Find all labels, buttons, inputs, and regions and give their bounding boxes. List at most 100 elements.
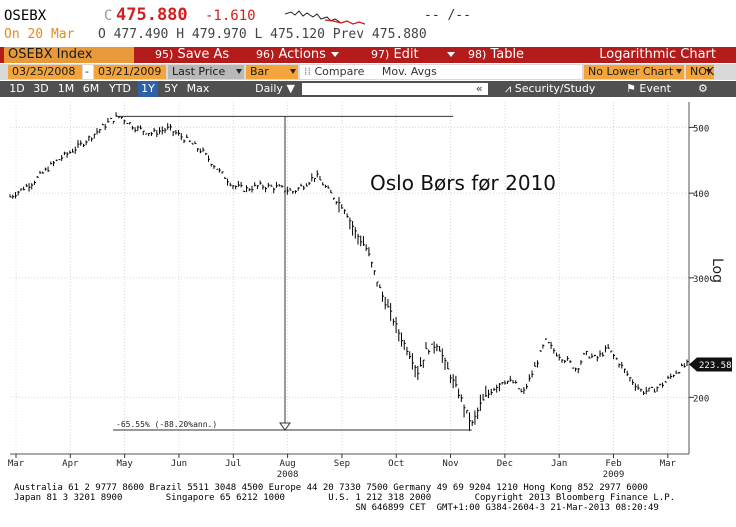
lower-chart-select[interactable]: No Lower Chart [584, 65, 684, 79]
x-tick-label: Mar [660, 459, 677, 469]
end-date-field[interactable]: 03/21/2009 [94, 65, 166, 79]
period-5y[interactable]: 5Y [164, 82, 178, 95]
table-button[interactable]: 98) Table [468, 47, 524, 63]
chart-style-select[interactable]: Bar [246, 65, 298, 79]
mov-avgs-label[interactable]: Mov. Avgs [381, 65, 437, 78]
last-price-label: 223.581 [699, 361, 736, 371]
quote-detail-row: On 20 Mar O 477.490 H 479.970 L 475.120 … [4, 27, 427, 42]
security-field[interactable]: OSEBX Index [4, 47, 134, 63]
caret-down-icon [706, 69, 712, 74]
gear-icon: ⚙ [698, 82, 708, 95]
chart-line-icon: ⩘ [505, 82, 512, 95]
currency-label: NOK [690, 65, 715, 78]
actions-number: 96) [256, 48, 275, 61]
intraday-sparkline-icon [285, 10, 365, 25]
prev-close: Prev 475.880 [332, 27, 427, 42]
price-field-label: Last Price [172, 65, 226, 78]
frequency-label: Daily [255, 82, 283, 95]
chart-annotation: Oslo Børs før 2010 [370, 171, 556, 195]
triangle-down-icon: ▼ [286, 82, 295, 95]
frequency-select[interactable]: Daily ▼ [250, 81, 300, 97]
caret-down-icon [676, 69, 682, 74]
event-label: Event [639, 82, 671, 95]
footer-line-3: SN 646899 CET GMT+1:00 G384-2604-3 21-Ma… [14, 503, 659, 513]
y-tick-label: 300 [693, 275, 709, 285]
caret-down-icon [290, 69, 296, 74]
quote-header: OSEBX C 475.880 -1.610 -- /-- On 20 Mar … [0, 0, 736, 44]
x-tick-label: May [117, 459, 134, 469]
period-bar: 1D 3D 1M 6M YTD 1Y 5Y Max Daily ▼ « ⩘ Security/… [0, 81, 736, 97]
period-1d[interactable]: 1D [9, 82, 25, 95]
save-as-button[interactable]: 95) Save As [155, 47, 229, 63]
last-price-tag [689, 357, 732, 372]
table-label: Table [490, 47, 525, 62]
bid-ask: -- /-- [424, 8, 471, 23]
date-separator: - [83, 65, 93, 79]
low-price: L 475.120 [254, 27, 325, 42]
flag-icon: ⚑ [626, 82, 636, 95]
period-1m[interactable]: 1M [57, 82, 75, 95]
function-toolbar: OSEBX Index 95) Save As 96) Actions 97) … [0, 47, 736, 63]
footer-disclaimer: Australia 61 2 9777 8600 Brazil 5511 304… [14, 483, 675, 513]
lower-chart-label: No Lower Chart [588, 65, 674, 78]
footer-line-1: Australia 61 2 9777 8600 Brazil 5511 304… [14, 483, 648, 493]
compare-icon: ⁞⁞ [304, 65, 311, 78]
save-as-label: Save As [177, 47, 230, 62]
start-date-field[interactable]: 03/25/2008 [8, 65, 82, 79]
table-number: 98) [468, 48, 487, 61]
footer-line-2: Japan 81 3 3201 8900 Singapore 65 6212 1… [14, 493, 676, 503]
chart-options-row: 03/25/2008 - 03/21/2009 Last Price Bar ⁞… [0, 64, 736, 80]
price-field-select[interactable]: Last Price [168, 65, 244, 79]
caret-down-icon [236, 69, 242, 74]
compare-field[interactable]: ⁞⁞ Compare Mov. Avgs [300, 65, 582, 79]
currency-select[interactable]: NOK [686, 65, 714, 79]
edit-label: Edit [393, 47, 419, 62]
net-change: -1.610 [205, 8, 256, 24]
period-input[interactable] [302, 83, 488, 95]
x-tick-label: Nov [442, 459, 458, 469]
save-as-number: 95) [155, 48, 174, 61]
x-tick-label: Mar [8, 459, 25, 469]
period-3d[interactable]: 3D [33, 82, 49, 95]
scroll-left-button[interactable]: « [476, 82, 483, 95]
x-tick-label: Dec [497, 459, 513, 469]
x-tick-label: Jan [551, 459, 567, 469]
security-ticker[interactable]: OSEBX [4, 8, 47, 24]
chevron-down-icon [330, 52, 339, 57]
period-6m[interactable]: 6M [82, 82, 100, 95]
chart-style-label: Bar [250, 65, 269, 78]
chart-type-title: Logarithmic Chart [599, 47, 716, 62]
drawdown-label: -65.55% (-88.20%ann.) [116, 420, 217, 429]
period-1y[interactable]: 1Y [138, 81, 158, 97]
high-price: H 479.970 [176, 27, 247, 42]
edit-number: 97) [371, 48, 390, 61]
period-max[interactable]: Max [186, 82, 210, 95]
y-tick-label: 200 [693, 394, 709, 404]
actions-label: Actions [278, 47, 326, 62]
event-button[interactable]: ⚑ Event [626, 81, 671, 97]
quote-date: On 20 Mar [4, 27, 75, 42]
tick-indicator: C [104, 8, 113, 24]
y-tick-label: 500 [693, 124, 709, 134]
x-year-label: 2008 [277, 470, 299, 480]
settings-button[interactable]: ⚙ [698, 81, 708, 97]
x-tick-label: Aug [279, 459, 295, 469]
drawdown-arrow-head [279, 422, 291, 431]
x-tick-label: Jul [225, 459, 241, 469]
x-tick-label: Sep [334, 459, 350, 469]
chevron-down-icon [446, 52, 455, 57]
open-price: O 477.490 [97, 27, 169, 42]
actions-menu[interactable]: 96) Actions [256, 47, 339, 63]
x-tick-label: Apr [62, 459, 79, 469]
edit-menu[interactable]: 97) Edit [371, 47, 455, 63]
compare-label: Compare [314, 65, 365, 78]
period-ytd[interactable]: YTD [109, 82, 131, 95]
y-axis-label: Log [709, 258, 725, 283]
x-tick-label: Jun [171, 459, 187, 469]
y-tick-label: 400 [693, 190, 709, 200]
security-study-button[interactable]: ⩘ Security/Study [505, 81, 595, 97]
x-tick-label: Feb [605, 459, 621, 469]
x-year-label: 2009 [603, 470, 625, 480]
